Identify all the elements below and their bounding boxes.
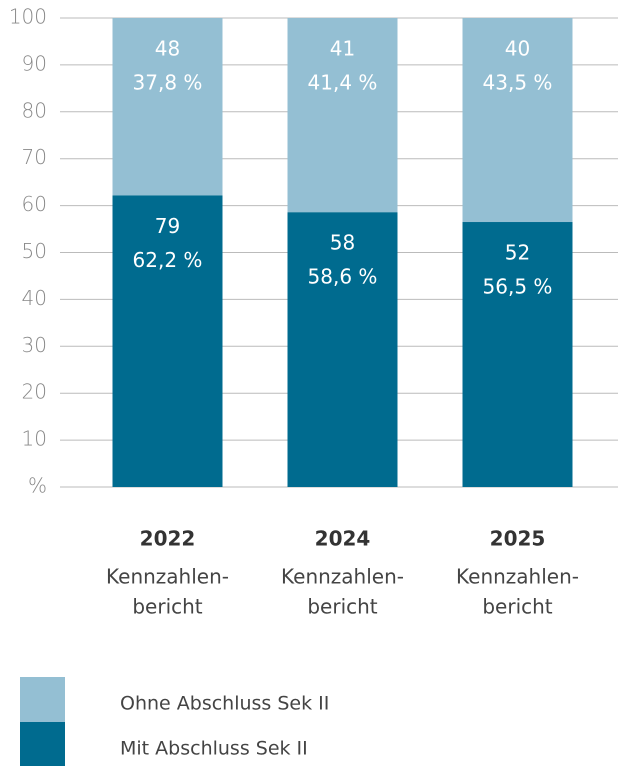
y-tick-label: 10 bbox=[22, 427, 47, 451]
value-label: 56,5 % bbox=[483, 275, 553, 299]
x-tick-note: Kennzahlen- bbox=[456, 565, 579, 589]
count-label: 48 bbox=[155, 37, 180, 61]
bar-segment bbox=[462, 18, 573, 223]
bar-segment bbox=[112, 195, 223, 488]
y-tick-label: 30 bbox=[22, 333, 47, 357]
y-tick-label: 100 bbox=[9, 5, 47, 29]
bar-segment bbox=[287, 212, 398, 487]
value-label: 41,4 % bbox=[308, 71, 378, 95]
value-label: 37,8 % bbox=[133, 71, 203, 95]
x-tick-label: 2025 bbox=[490, 527, 546, 551]
legend-swatch bbox=[20, 677, 65, 722]
count-label: 58 bbox=[330, 231, 355, 255]
x-tick-note: bericht bbox=[132, 595, 202, 619]
bar-segment bbox=[462, 222, 573, 487]
count-label: 40 bbox=[505, 37, 530, 61]
count-label: 52 bbox=[505, 241, 530, 265]
value-label: 58,6 % bbox=[308, 265, 378, 289]
x-tick-note: bericht bbox=[307, 595, 377, 619]
bar-segment bbox=[287, 18, 398, 213]
count-label: 79 bbox=[155, 214, 180, 238]
x-tick-note: Kennzahlen- bbox=[281, 565, 404, 589]
legend-swatch bbox=[20, 722, 65, 766]
bar-segment bbox=[112, 18, 223, 196]
y-tick-label: 40 bbox=[22, 286, 47, 310]
value-label: 62,2 % bbox=[133, 248, 203, 272]
value-label: 43,5 % bbox=[483, 71, 553, 95]
x-tick-label: 2024 bbox=[315, 527, 371, 551]
legend-label: Mit Abschluss Sek II bbox=[120, 738, 308, 760]
x-tick-note: bericht bbox=[482, 595, 552, 619]
y-tick-label: % bbox=[28, 474, 47, 498]
y-tick-label: 80 bbox=[22, 98, 47, 122]
x-tick-label: 2022 bbox=[140, 527, 196, 551]
legend-label: Ohne Abschluss Sek II bbox=[120, 693, 329, 715]
y-tick-label: 50 bbox=[22, 239, 47, 263]
count-label: 41 bbox=[330, 37, 355, 61]
y-tick-label: 20 bbox=[22, 380, 47, 404]
y-tick-label: 60 bbox=[22, 192, 47, 216]
y-tick-label: 70 bbox=[22, 145, 47, 169]
x-tick-note: Kennzahlen- bbox=[106, 565, 229, 589]
y-tick-label: 90 bbox=[22, 51, 47, 75]
